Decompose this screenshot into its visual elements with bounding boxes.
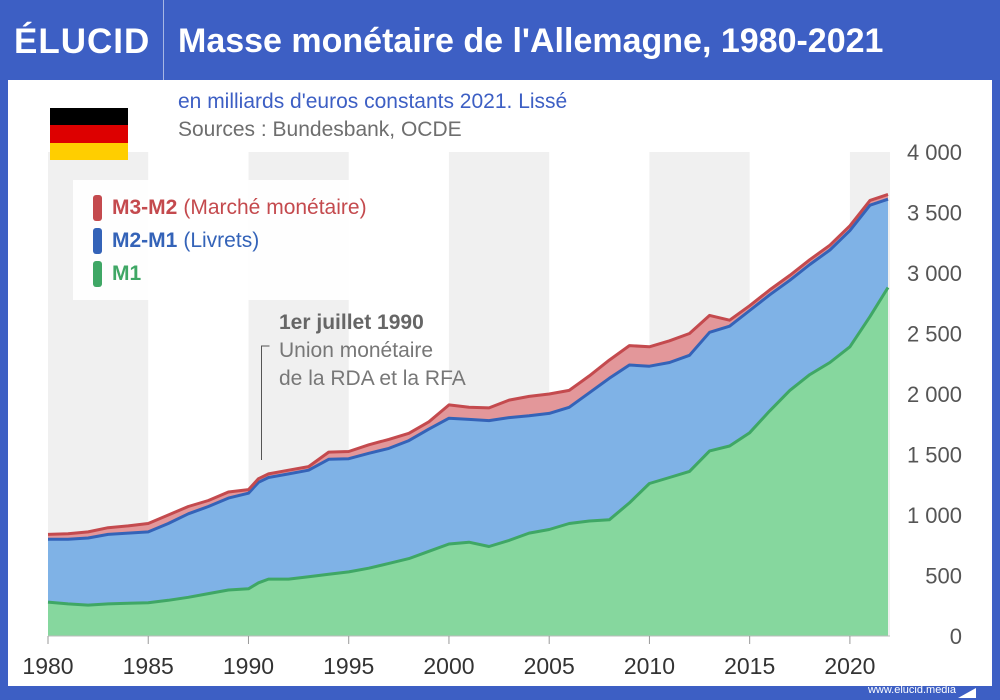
y-tick-label: 500: [925, 564, 962, 589]
y-tick-label: 3 000: [907, 261, 962, 286]
x-tick-label: 2020: [824, 653, 875, 679]
annotation-line-1: Union monétaire: [279, 339, 433, 362]
legend-note-m2-m1: (Livrets): [183, 229, 260, 252]
germany-flag-icon: [50, 108, 128, 160]
chart-sources: Sources : Bundesbank, OCDE: [178, 118, 462, 141]
x-tick-label: 2000: [423, 653, 474, 679]
series-area-m2-m1: [48, 199, 888, 606]
chart-legend: M3-M2 (Marché monétaire) M2-M1 (Livrets)…: [73, 180, 443, 300]
series-line-m2-m1: [48, 197, 889, 541]
y-tick-label: 3 500: [907, 201, 962, 226]
x-tick-label: 2015: [724, 653, 775, 679]
chart-axes: 0 500 1 000 1 500 2 000 2 500 3 000 3 500 4 000 1…: [22, 140, 962, 679]
series-line-m3-m2: [47, 192, 889, 536]
x-tick-label: 1990: [223, 653, 274, 679]
y-tick-label: 1 000: [907, 503, 962, 528]
header-bar: ÉLUCID Masse monétaire de l'Allemagne, 1…: [0, 0, 1000, 80]
y-tick-label: 2 500: [907, 322, 962, 347]
legend-label-m2-m1: M2-M1: [112, 229, 178, 252]
x-tick-label: 2005: [524, 653, 575, 679]
chart-annotation: 1er juillet 1990 Union monétaire de la RDA…: [261, 311, 466, 460]
annotation-line-2: de la RDA et la RFA: [279, 367, 466, 390]
x-tick-label: 1995: [323, 653, 374, 679]
legend-note-m3-m2: (Marché monétaire): [183, 196, 367, 219]
flag-stripe-black: [50, 108, 128, 126]
elucid-mark-icon: [958, 688, 976, 698]
legend-swatch-m1: [93, 261, 102, 287]
legend-item-m3-m2: M3-M2 (Marché monétaire): [93, 194, 367, 222]
legend-label-m3-m2: M3-M2: [112, 196, 178, 219]
chart-lines: [47, 192, 890, 607]
elucid-logo: ÉLUCID: [14, 22, 151, 61]
flag-stripe-gold: [50, 142, 128, 160]
legend-swatch-m2-m1: [93, 228, 102, 254]
annotation-leader-line: [261, 345, 270, 460]
legend-item-m2-m1: M2-M1 (Livrets): [93, 227, 259, 255]
legend-label-m1: M1: [112, 262, 142, 285]
footer-url: www.elucid.media: [867, 684, 956, 696]
y-tick-label: 4 000: [907, 140, 962, 165]
x-tick-label: 1980: [22, 653, 73, 679]
chart-areas: [48, 194, 888, 636]
chart-title: Masse monétaire de l'Allemagne, 1980-202…: [178, 22, 884, 60]
legend-item-m1: M1: [93, 260, 141, 288]
y-tick-label: 1 500: [907, 443, 962, 468]
x-tick-label: 1985: [123, 653, 174, 679]
flag-stripe-red: [50, 125, 128, 143]
y-tick-label: 2 000: [907, 382, 962, 407]
legend-swatch-m3-m2: [93, 195, 102, 221]
header-divider: [163, 0, 164, 80]
x-tick-label: 2010: [624, 653, 675, 679]
y-tick-label: 0: [950, 624, 962, 649]
chart-subtitle: en milliards d'euros constants 2021. Lis…: [178, 90, 568, 113]
annotation-title: 1er juillet 1990: [279, 311, 424, 334]
series-line-m1: [47, 286, 890, 607]
series-area-m1: [48, 287, 888, 636]
